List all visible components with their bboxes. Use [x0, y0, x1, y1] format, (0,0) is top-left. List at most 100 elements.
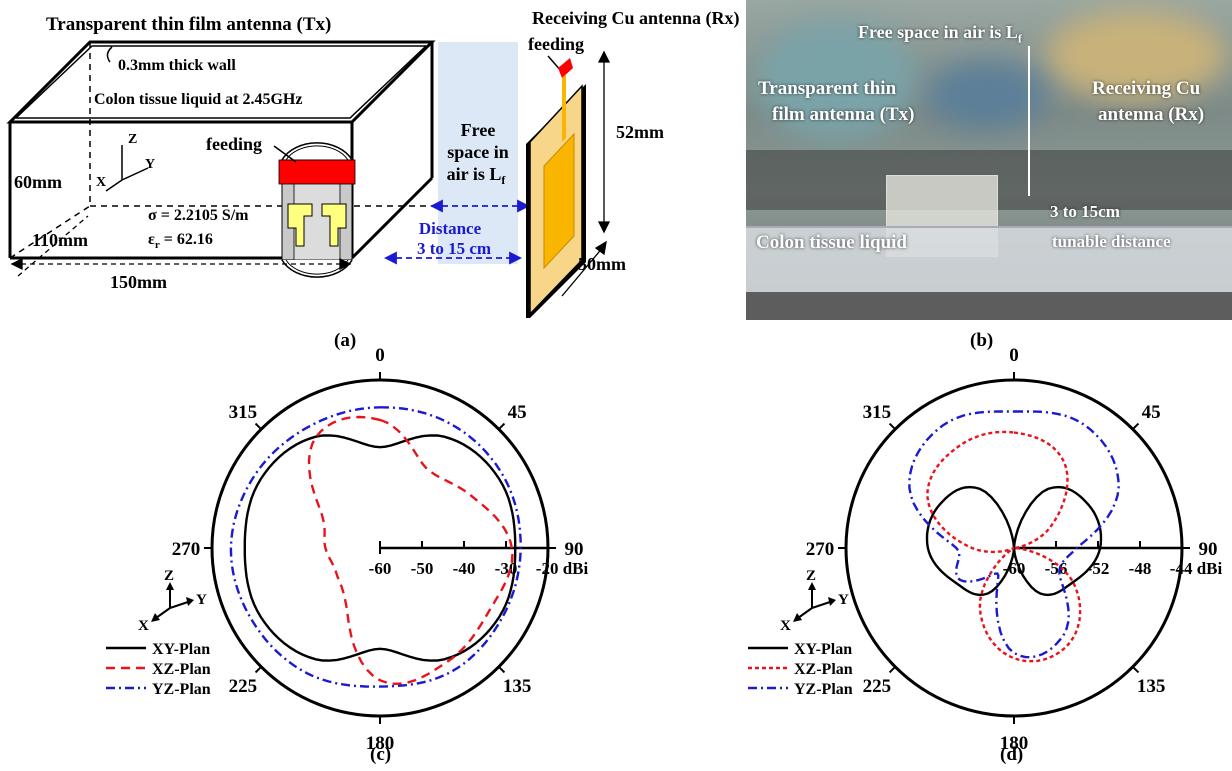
feeding-rx-label: feeding [528, 34, 584, 54]
radial-tick-label-d: -44 dBi [1170, 559, 1223, 578]
sigma-label: σ = 2.2105 S/m [148, 207, 249, 224]
angle-label-d: 45 [1142, 402, 1161, 423]
angle-label-c: 90 [565, 539, 584, 560]
angle-label-c: 45 [508, 402, 527, 423]
radial-tick-label-d: -60 [1003, 559, 1026, 578]
legend-label-xy-c: XY-Plan [152, 641, 210, 658]
angle-label-c: 135 [503, 676, 532, 697]
polar-angle-tick-c [254, 666, 262, 674]
tx-title: Transparent thin film antenna (Tx) [46, 14, 331, 35]
radial-tick-label-c: -30 [495, 559, 518, 578]
photo-free-space-sub: f [1017, 31, 1022, 46]
polar-angle-tick-d [888, 666, 896, 674]
legend-label-yz-c: YZ-Plan [152, 681, 211, 698]
polar-angle-tick-d [888, 422, 896, 430]
rx-title: Receiving Cu antenna (Rx) [532, 8, 740, 29]
polar-angle-tick-c [254, 422, 262, 430]
distance-label-2: 3 to 15 cm [417, 239, 491, 258]
label-b: (b) [970, 330, 994, 351]
angle-label-c: 270 [172, 539, 201, 560]
capsule-antenna [278, 142, 356, 278]
triad-z-arrow-d [808, 582, 816, 590]
radial-tick-label-d: -52 [1087, 559, 1110, 578]
rx-height-dimension [597, 50, 611, 234]
tissue-box [6, 40, 436, 260]
radial-tick-label-c: -40 [453, 559, 476, 578]
angle-label-d: 90 [1199, 539, 1218, 560]
triad-y-label-d: Y [838, 592, 849, 608]
triad-z-arrow-c [166, 582, 174, 590]
photo-free-space-label: Free space in air is L [858, 22, 1018, 42]
wall-pointer [106, 46, 113, 63]
rx-feedline [562, 74, 566, 142]
angle-label-c: 315 [229, 402, 258, 423]
triad-y-arrow-d [828, 597, 836, 606]
legend-label-xz-c: XZ-Plan [152, 661, 211, 678]
feeding-tx-label: feeding [206, 134, 262, 154]
triad-y-arrow-c [186, 597, 194, 606]
photo-distance-label-1: 3 to 15cm [1050, 202, 1120, 221]
angle-label-d: 225 [863, 676, 892, 697]
legend-label-xy-d: XY-Plan [794, 641, 852, 658]
triad-x-arrow-d [793, 613, 802, 622]
rx-feed-point [558, 58, 573, 78]
radial-tick-label-d: -56 [1045, 559, 1068, 578]
free-space-text-3: air is Lf [447, 164, 507, 187]
free-space-text-1: Free [461, 120, 496, 140]
height-label: 60mm [14, 172, 62, 192]
triad-x-label-c: X [138, 618, 149, 634]
free-space-text-2: space in [447, 142, 509, 162]
rx-height-label: 52mm [616, 122, 664, 142]
rx-patch [543, 132, 575, 270]
polar-angle-tick-d [1132, 666, 1140, 674]
polar-angle-tick-d [1132, 422, 1140, 430]
experiment-photo: Free space in air is Lf Transparent thin… [746, 0, 1232, 320]
depth-dimension [17, 215, 89, 277]
series-xz-d [926, 430, 1082, 663]
angle-label-d: 135 [1137, 676, 1166, 697]
polar-frame-c [210, 378, 550, 718]
series-xy-d [925, 485, 1103, 597]
triad-x-label-d: X [780, 618, 791, 634]
legend-label-xz-d: XZ-Plan [794, 661, 853, 678]
angle-label-d: 270 [806, 539, 835, 560]
series-xz-c [307, 415, 514, 686]
liquid-label: Colon tissue liquid at 2.45GHz [94, 91, 302, 108]
axis-y-a: Y [145, 157, 155, 172]
panel-a-schematic: Transparent thin film antenna (Tx) 0.3mm… [6, 8, 740, 318]
triad-y-line-c [169, 601, 189, 609]
polar-angle-tick-c [498, 666, 506, 674]
label-a: (a) [334, 330, 357, 351]
radial-tick-label-c: -20 dBi [536, 559, 589, 578]
photo-rx-label-2: antenna (Rx) [1098, 104, 1205, 125]
photo-distance-label-2: tunable distance [1052, 232, 1171, 251]
series-xy-c [243, 434, 517, 662]
polar-angle-tick-c [498, 422, 506, 430]
free-space-band [438, 42, 518, 264]
triad-x-arrow-c [151, 613, 160, 622]
photo-tx-label-2: film antenna (Tx) [772, 104, 915, 125]
wall-label: 0.3mm thick wall [118, 57, 236, 74]
label-d: (d) [1000, 744, 1024, 765]
distance-arrow-lower [383, 251, 523, 265]
legend-label-yz-d: YZ-Plan [794, 681, 853, 698]
angle-label-c: 0 [375, 345, 385, 366]
triad-y-line-d [811, 601, 831, 609]
angle-label-c: 225 [229, 676, 258, 697]
photo-liquid-label: Colon tissue liquid [756, 232, 907, 253]
triad-y-label-c: Y [196, 592, 207, 608]
triad-z-label-d: Z [806, 568, 816, 584]
angle-label-d: 315 [863, 402, 892, 423]
width-label: 150mm [110, 272, 167, 292]
distance-label-1: Distance [419, 219, 482, 238]
rx-width-label: 50mm [578, 254, 626, 274]
radial-tick-label-c: -60 [369, 559, 392, 578]
axis-triad-a [105, 145, 149, 192]
series-yz-d [908, 410, 1120, 659]
series-yz-c [229, 406, 522, 688]
radial-tick-label-c: -50 [411, 559, 434, 578]
triad-x-line-c [155, 607, 171, 619]
radial-tick-label-d: -48 [1129, 559, 1152, 578]
label-c: (c) [370, 744, 392, 765]
angle-label-d: 0 [1009, 345, 1019, 366]
